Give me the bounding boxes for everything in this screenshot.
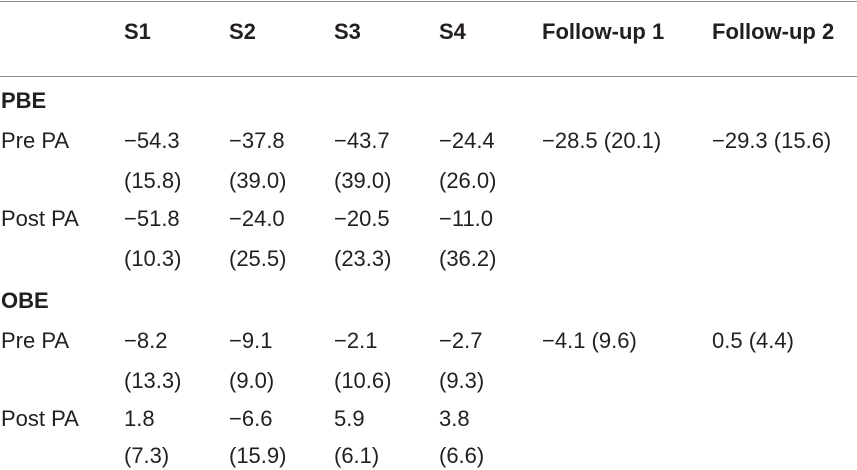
section-title-pbe: PBE	[1, 88, 47, 113]
table-cell-mean: −4.1 (9.6)	[542, 328, 637, 353]
table-cell-sd: (10.6)	[334, 368, 392, 393]
table-cell-sd: (13.3)	[124, 368, 182, 393]
table-cell-mean: −29.3 (15.6)	[712, 128, 832, 153]
table-cell-mean: −24.4	[439, 128, 495, 153]
section-title-obe: OBE	[1, 288, 49, 313]
table-cell-mean: −20.5	[334, 206, 390, 231]
table-cell-sd: (23.3)	[334, 246, 392, 271]
header-rule	[0, 76, 857, 77]
table-cell-sd: (15.9)	[229, 443, 287, 468]
table-cell-mean: −9.1	[229, 328, 273, 353]
table-cell-mean: −28.5 (20.1)	[542, 128, 662, 153]
table-cell-sd: (39.0)	[229, 168, 287, 193]
table-cell-mean: −43.7	[334, 128, 390, 153]
table-cell-mean: −51.8	[124, 206, 180, 231]
table-cell-sd: (9.0)	[229, 368, 275, 393]
column-header-s3: S3	[334, 19, 361, 44]
table-cell-mean: −37.8	[229, 128, 285, 153]
table-cell-sd: (7.3)	[124, 443, 170, 468]
column-header-follow-up-2: Follow-up 2	[712, 19, 835, 44]
table-cell-mean: −24.0	[229, 206, 285, 231]
table-cell-mean: 1.8	[124, 406, 155, 431]
table-cell-sd: (26.0)	[439, 168, 497, 193]
table-cell-mean: 3.8	[439, 406, 470, 431]
table-cell-mean: −54.3	[124, 128, 180, 153]
row-label: Pre PA	[1, 328, 70, 353]
table-cell-sd: (39.0)	[334, 168, 392, 193]
table-cell-mean: 5.9	[334, 406, 365, 431]
table-top-rule	[0, 1, 857, 2]
table-cell-sd: (36.2)	[439, 246, 497, 271]
table-cell-sd: (25.5)	[229, 246, 287, 271]
column-header-s4: S4	[439, 19, 466, 44]
table-cell-sd: (15.8)	[124, 168, 182, 193]
table-cell-mean: −6.6	[229, 406, 273, 431]
table-cell-sd: (6.6)	[439, 443, 485, 468]
row-label: Pre PA	[1, 128, 70, 153]
column-header-s1: S1	[124, 19, 151, 44]
table-cell-mean: −8.2	[124, 328, 168, 353]
row-label: Post PA	[1, 406, 79, 431]
table-cell-sd: (6.1)	[334, 443, 380, 468]
table-cell-mean: −2.7	[439, 328, 483, 353]
column-header-follow-up-1: Follow-up 1	[542, 19, 665, 44]
column-header-s2: S2	[229, 19, 256, 44]
table-cell-mean: −11.0	[439, 206, 494, 231]
table-cell-mean: 0.5 (4.4)	[712, 328, 794, 353]
table-cell-sd: (10.3)	[124, 246, 182, 271]
table-cell-sd: (9.3)	[439, 368, 485, 393]
row-label: Post PA	[1, 206, 79, 231]
table-cell-mean: −2.1	[334, 328, 378, 353]
